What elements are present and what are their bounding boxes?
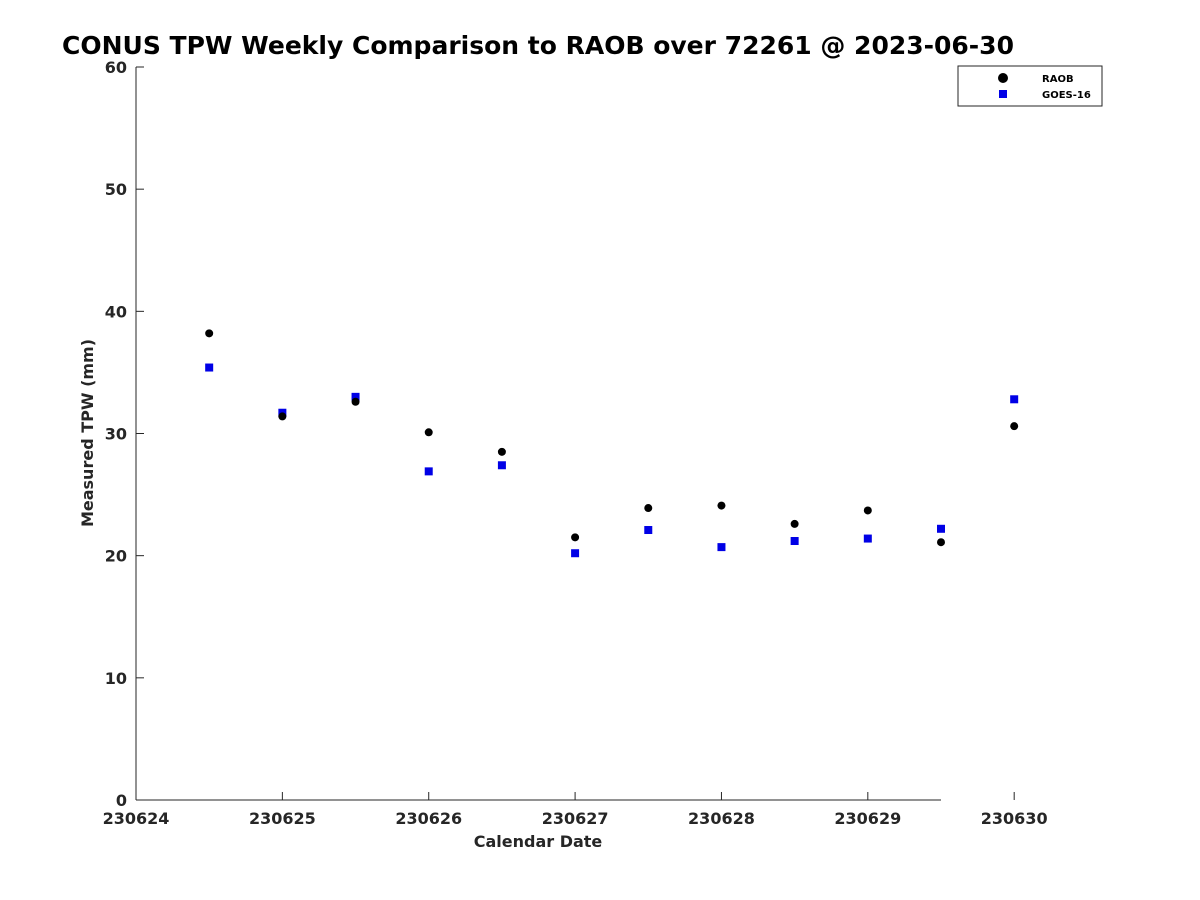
goes-point bbox=[937, 524, 945, 533]
raob-point bbox=[790, 519, 799, 528]
raob-point bbox=[278, 412, 287, 421]
chart-title: CONUS TPW Weekly Comparison to RAOB over… bbox=[62, 31, 1014, 60]
y-tick-label: 40 bbox=[105, 302, 127, 321]
data-points bbox=[205, 329, 1019, 558]
goes-point bbox=[351, 392, 360, 401]
legend: RAOB GOES-16 bbox=[957, 65, 1103, 107]
raob-point bbox=[424, 428, 433, 437]
x-tick-label: 230624 bbox=[103, 809, 170, 828]
series-goes-16 bbox=[205, 363, 1019, 558]
y-tick-label: 60 bbox=[105, 58, 127, 77]
x-tick-label: 230627 bbox=[542, 809, 609, 828]
goes-point bbox=[205, 363, 214, 372]
goes-point bbox=[717, 543, 726, 552]
x-tick-label: 230629 bbox=[834, 809, 901, 828]
goes-point bbox=[497, 461, 506, 470]
legend-marker-circle bbox=[998, 73, 1008, 83]
goes-point bbox=[644, 526, 653, 535]
x-tick-label: 230625 bbox=[249, 809, 316, 828]
y-tick-label: 20 bbox=[105, 547, 127, 566]
x-axis-label: Calendar Date bbox=[474, 832, 603, 851]
y-tick-label: 0 bbox=[116, 791, 127, 810]
goes-point bbox=[424, 467, 433, 476]
goes-point bbox=[1010, 395, 1019, 404]
raob-point bbox=[1010, 422, 1019, 431]
raob-point bbox=[937, 538, 945, 547]
raob-point bbox=[717, 501, 726, 510]
series-raob bbox=[205, 329, 1019, 547]
goes-point bbox=[863, 534, 872, 543]
y-ticks: 0 10 20 30 40 50 60 bbox=[105, 58, 144, 810]
raob-point bbox=[644, 504, 653, 513]
goes-point bbox=[571, 549, 580, 558]
legend-label: RAOB bbox=[1042, 74, 1074, 85]
y-axis-label: Measured TPW (mm) bbox=[78, 339, 97, 527]
legend-marker-square bbox=[999, 90, 1007, 98]
legend-items: RAOB GOES-16 bbox=[998, 73, 1091, 101]
raob-point bbox=[205, 329, 214, 338]
x-tick-label: 230628 bbox=[688, 809, 755, 828]
x-ticks: 230624 230625 230626 230627 230628 230629 2306… bbox=[103, 792, 1048, 828]
goes-point bbox=[790, 537, 799, 546]
y-tick-label: 10 bbox=[105, 669, 127, 688]
raob-point bbox=[863, 506, 872, 515]
legend-box bbox=[957, 65, 1103, 107]
chart-axes bbox=[135, 67, 941, 801]
legend-label: GOES-16 bbox=[1042, 90, 1091, 101]
raob-point bbox=[497, 447, 506, 456]
raob-point bbox=[571, 533, 580, 542]
x-tick-label: 230626 bbox=[395, 809, 462, 828]
y-tick-label: 30 bbox=[105, 425, 127, 444]
x-tick-label: 230630 bbox=[981, 809, 1048, 828]
raob-point bbox=[351, 397, 360, 406]
y-tick-label: 50 bbox=[105, 180, 127, 199]
